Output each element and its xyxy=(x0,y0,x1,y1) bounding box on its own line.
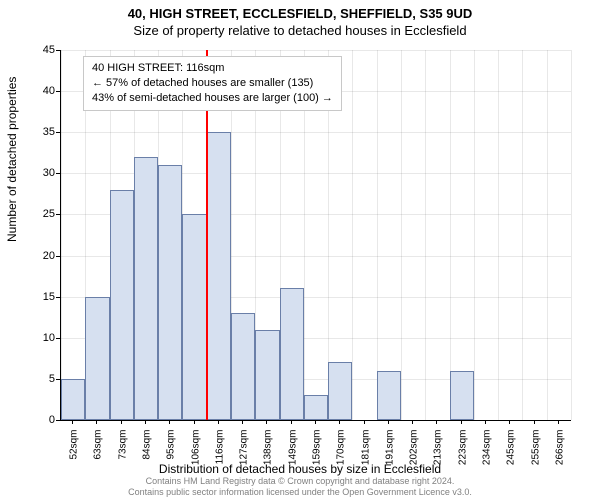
x-tick-mark xyxy=(461,420,462,424)
y-tick-label: 40 xyxy=(25,85,55,97)
x-tick-mark xyxy=(121,420,122,424)
x-tick-mark xyxy=(218,420,219,424)
histogram-bar xyxy=(61,379,85,420)
y-tick-label: 30 xyxy=(25,167,55,179)
grid-line-v xyxy=(498,50,499,420)
grid-line-v xyxy=(352,50,353,420)
grid-line-v xyxy=(450,50,451,420)
y-tick-label: 0 xyxy=(25,414,55,426)
histogram-bar xyxy=(280,288,304,420)
y-tick-label: 5 xyxy=(25,373,55,385)
grid-line-v xyxy=(61,50,62,420)
histogram-bar xyxy=(328,362,352,420)
histogram-bar xyxy=(231,313,255,420)
y-tick-label: 45 xyxy=(25,44,55,56)
histogram-bar xyxy=(450,371,474,420)
footer: Contains HM Land Registry data © Crown c… xyxy=(0,476,600,498)
grid-line-v xyxy=(547,50,548,420)
x-tick-mark xyxy=(242,420,243,424)
grid-line-v xyxy=(401,50,402,420)
histogram-bar xyxy=(255,330,279,420)
x-tick-mark xyxy=(291,420,292,424)
histogram-bar xyxy=(85,297,109,420)
grid-line-v xyxy=(474,50,475,420)
histogram-bar xyxy=(207,132,231,420)
x-tick-mark xyxy=(364,420,365,424)
y-tick-label: 20 xyxy=(25,250,55,262)
y-tick-label: 10 xyxy=(25,332,55,344)
grid-line-v xyxy=(425,50,426,420)
title-line2: Size of property relative to detached ho… xyxy=(0,23,600,38)
x-tick-mark xyxy=(315,420,316,424)
x-tick-mark xyxy=(412,420,413,424)
grid-line-v xyxy=(377,50,378,420)
histogram-bar xyxy=(377,371,401,420)
x-tick-mark xyxy=(169,420,170,424)
histogram-bar xyxy=(304,395,328,420)
x-axis-label: Distribution of detached houses by size … xyxy=(0,462,600,476)
grid-line-h xyxy=(61,132,571,133)
annotation-line: ← 57% of detached houses are smaller (13… xyxy=(92,76,333,91)
x-tick-mark xyxy=(96,420,97,424)
histogram-bar xyxy=(158,165,182,420)
plot-area: 40 HIGH STREET: 116sqm← 57% of detached … xyxy=(60,50,571,421)
x-tick-mark xyxy=(534,420,535,424)
footer-line2: Contains public sector information licen… xyxy=(0,487,600,498)
title-block: 40, HIGH STREET, ECCLESFIELD, SHEFFIELD,… xyxy=(0,0,600,38)
title-line1: 40, HIGH STREET, ECCLESFIELD, SHEFFIELD,… xyxy=(0,6,600,21)
x-tick-mark xyxy=(145,420,146,424)
x-tick-mark xyxy=(339,420,340,424)
histogram-bar xyxy=(110,190,134,420)
y-axis-label: Number of detached properties xyxy=(5,77,19,242)
x-tick-mark xyxy=(388,420,389,424)
x-tick-mark xyxy=(485,420,486,424)
x-tick-mark xyxy=(266,420,267,424)
x-tick-mark xyxy=(558,420,559,424)
y-tick-label: 35 xyxy=(25,126,55,138)
histogram-bar xyxy=(134,157,158,420)
histogram-bar xyxy=(182,214,206,420)
x-tick-mark xyxy=(509,420,510,424)
annotation-line: 40 HIGH STREET: 116sqm xyxy=(92,61,333,76)
grid-line-h xyxy=(61,50,571,51)
x-tick-mark xyxy=(194,420,195,424)
chart-container: 40, HIGH STREET, ECCLESFIELD, SHEFFIELD,… xyxy=(0,0,600,500)
grid-line-v xyxy=(522,50,523,420)
annotation-box: 40 HIGH STREET: 116sqm← 57% of detached … xyxy=(83,56,342,111)
x-tick-mark xyxy=(72,420,73,424)
grid-line-v xyxy=(571,50,572,420)
footer-line1: Contains HM Land Registry data © Crown c… xyxy=(0,476,600,487)
y-tick-label: 15 xyxy=(25,291,55,303)
annotation-line: 43% of semi-detached houses are larger (… xyxy=(92,91,333,106)
y-tick-label: 25 xyxy=(25,208,55,220)
x-tick-mark xyxy=(436,420,437,424)
